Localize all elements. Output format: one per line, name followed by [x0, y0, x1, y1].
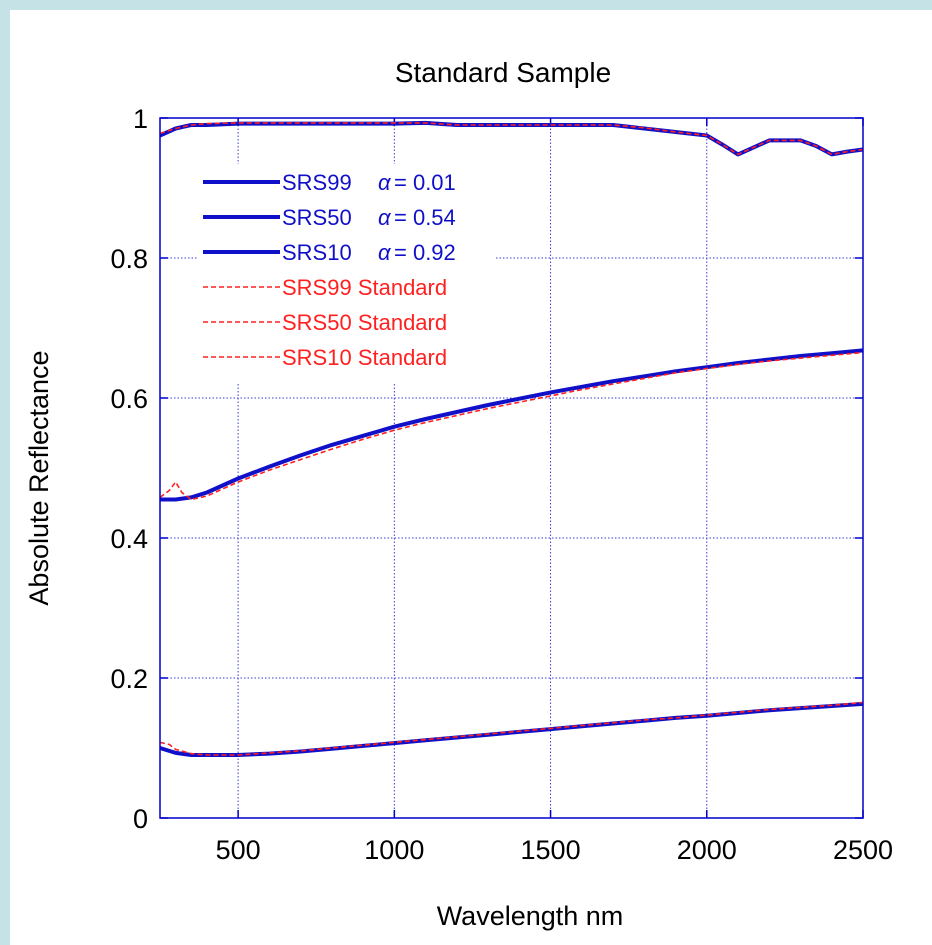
legend-alpha-symbol: α: [378, 240, 392, 265]
y-tick-label: 0.4: [110, 524, 148, 554]
x-axis-label: Wavelength nm: [437, 901, 624, 931]
x-tick-label: 2500: [833, 835, 893, 865]
y-tick-label: 0.6: [110, 384, 148, 414]
series-line: [159, 701, 864, 757]
legend-label: SRS10 Standard: [282, 345, 447, 370]
x-tick-label: 2000: [677, 835, 737, 865]
legend-label: SRS10: [282, 240, 352, 265]
x-tick-label: 1500: [521, 835, 581, 865]
legend-label: SRS50: [282, 205, 352, 230]
plot-lines: [159, 120, 864, 757]
x-tick-label: 1000: [364, 835, 424, 865]
y-tick-label: 0.2: [110, 664, 148, 694]
chart-frame: Standard Sample Wavelength nm Absolute R…: [10, 10, 932, 945]
series-line: [160, 348, 864, 502]
legend-alpha-value: = 0.92: [394, 240, 456, 265]
y-tick-label: 1: [133, 104, 148, 134]
reflectance-chart: Standard Sample Wavelength nm Absolute R…: [24, 57, 893, 931]
legend-alpha-value: = 0.01: [394, 170, 456, 195]
legend-label: SRS99 Standard: [282, 275, 447, 300]
x-tick-label: 500: [216, 835, 261, 865]
series-line: [159, 351, 864, 501]
y-tick-label: 0.8: [110, 244, 148, 274]
chart-title: Standard Sample: [395, 57, 611, 88]
y-tick-label: 0: [133, 804, 148, 834]
legend-label: SRS99: [282, 170, 352, 195]
axis-ticks: 500 1000 1500 2000 2500 0 0.2 0.4 0.6 0.8 1: [110, 104, 893, 865]
legend-background: [198, 164, 494, 382]
legend-alpha-symbol: α: [378, 170, 392, 195]
series-line: [159, 122, 864, 156]
legend-alpha-value: = 0.54: [394, 205, 456, 230]
legend-alpha-symbol: α: [378, 205, 392, 230]
y-axis-label: Absolute Reflectance: [24, 350, 54, 605]
series-line: [159, 701, 864, 756]
legend-label: SRS50 Standard: [282, 310, 447, 335]
plot-area-border: [159, 117, 864, 819]
series-line: [159, 120, 864, 157]
